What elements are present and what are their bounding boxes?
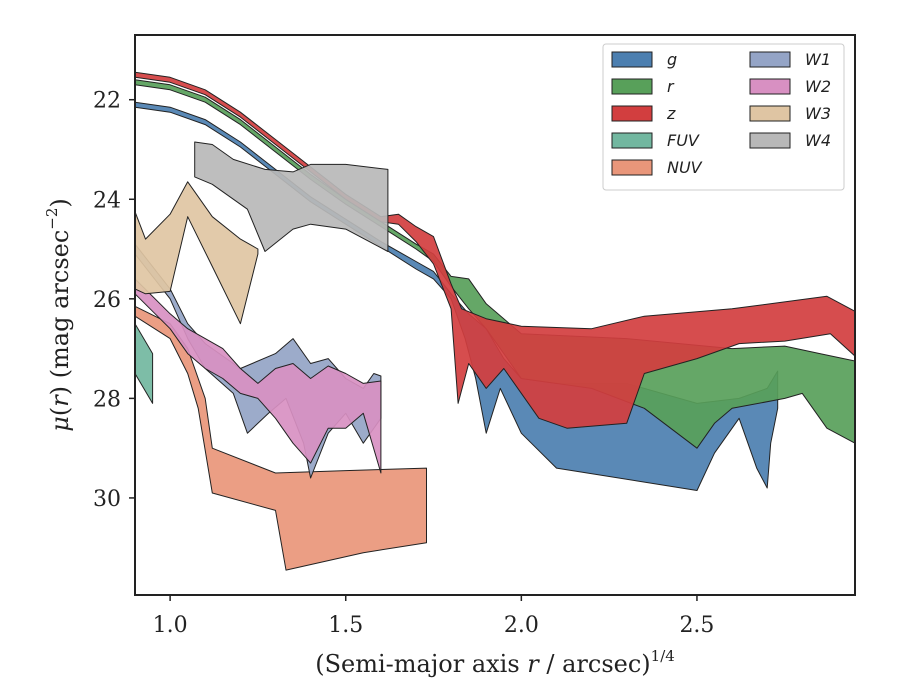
y-tick-label: 24 — [93, 188, 121, 213]
x-tick-label: 2.5 — [679, 613, 714, 638]
legend-label-g: g — [667, 50, 677, 69]
y-tick-label: 30 — [93, 487, 121, 512]
band-w2 — [135, 278, 382, 474]
legend-swatch-w2 — [749, 78, 791, 95]
legend: grz FUV NUV W1 W2 W3 W4 — [602, 43, 845, 191]
y-axis-title: μ(r) (mag arcsec−2) — [43, 198, 74, 432]
x-tick-label: 1.0 — [153, 613, 188, 638]
legend-label-fuv: FUV — [667, 131, 700, 150]
band-w3 — [135, 181, 259, 325]
x-axis-ticks: 1.0 1.5 2.0 2.5 — [153, 595, 714, 638]
y-axis-ticks: 22 24 26 28 30 — [93, 89, 135, 512]
legend-swatch-r — [611, 78, 653, 95]
legend-swatch-w1 — [749, 51, 791, 68]
band-w4 — [194, 141, 389, 252]
legend-label-r: r — [667, 77, 675, 96]
legend-label-w1: W1 — [805, 50, 831, 69]
legend-swatch-g — [611, 51, 653, 68]
legend-label-w2: W2 — [805, 77, 831, 96]
legend-swatch-w3 — [749, 105, 791, 122]
x-tick-label: 1.5 — [328, 613, 363, 638]
legend-swatch-fuv — [611, 132, 653, 149]
y-tick-label: 26 — [93, 288, 121, 313]
legend-label-nuv: NUV — [667, 158, 703, 177]
legend-swatch-z — [611, 105, 653, 122]
data-bands — [135, 71, 855, 571]
y-tick-label: 22 — [93, 89, 121, 114]
legend-label-z: z — [666, 104, 676, 123]
band-fuv — [135, 323, 154, 404]
legend-swatch-nuv — [611, 159, 653, 176]
band-nuv — [135, 305, 427, 571]
plot-frame — [134, 34, 856, 596]
y-tick-label: 28 — [93, 387, 121, 412]
x-tick-label: 2.0 — [504, 613, 539, 638]
x-axis-title: (Semi-major axis r / arcsec)1/4 — [315, 647, 675, 678]
legend-label-w3: W3 — [805, 104, 831, 123]
legend-label-w4: W4 — [805, 131, 831, 150]
legend-swatch-w4 — [749, 132, 791, 149]
